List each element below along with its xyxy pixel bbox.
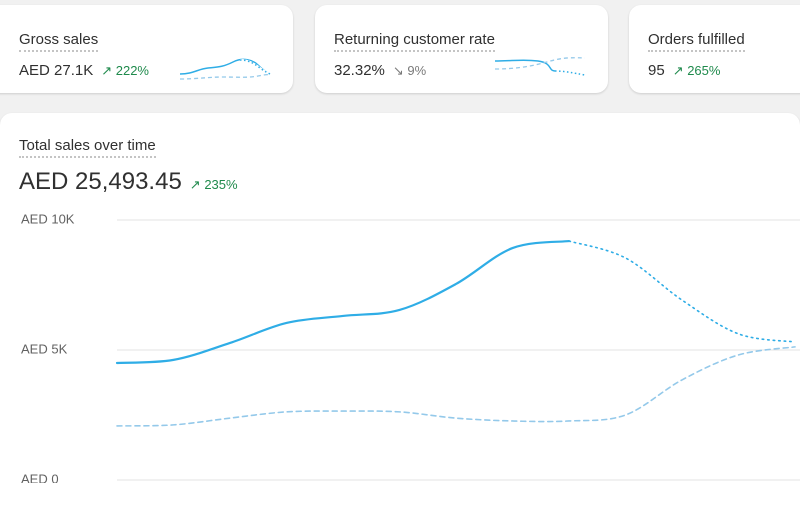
change: ↘ 9% [392, 63, 427, 78]
y-tick-label: AED 0 [21, 471, 59, 483]
change-value: 9% [407, 63, 427, 78]
change: ↗ 235% [189, 177, 238, 192]
change-value: 222% [115, 63, 149, 78]
y-tick-label: AED 10K [21, 211, 75, 226]
page: Gross sales AED 27.1K ↗ 222% Returning cu… [0, 5, 800, 513]
chart-card: Total sales over time AED 25,493.45 ↗ 235… [0, 113, 800, 513]
series-line [568, 240, 796, 343]
sparkline [179, 58, 271, 80]
series-line [115, 239, 571, 365]
card-value: 32.32% ↘ 9% [334, 62, 426, 79]
value: 32.32% [334, 62, 385, 79]
chart-total: AED 25,493.45 ↗ 235% [19, 168, 238, 196]
card-title[interactable]: Orders fulfilled [648, 31, 745, 52]
total-value: AED 25,493.45 [19, 168, 182, 195]
value: 95 [648, 62, 665, 79]
card-value: AED 27.1K ↗ 222% [19, 62, 149, 79]
card-title[interactable]: Returning customer rate [334, 31, 495, 52]
change: ↗ 222% [101, 63, 149, 78]
chart-title[interactable]: Total sales over time [19, 137, 156, 158]
chart: AED 0 AED 5K AED 10K [21, 211, 800, 483]
metric-card[interactable]: Orders fulfilled 95 ↗ 265% [629, 5, 800, 93]
y-tick-label: AED 5K [21, 341, 68, 356]
change-value: 265% [687, 63, 721, 78]
series-line [116, 346, 796, 427]
change-value: 235% [204, 177, 238, 192]
metric-card[interactable]: Gross sales AED 27.1K ↗ 222% [0, 5, 293, 93]
card-title[interactable]: Gross sales [19, 31, 99, 52]
card-value: 95 ↗ 265% [648, 62, 720, 79]
value: AED 27.1K [19, 62, 94, 79]
metric-card[interactable]: Returning customer rate 32.32% ↘ 9% [315, 5, 608, 93]
sparkline [494, 57, 586, 76]
change: ↗ 265% [672, 63, 721, 78]
